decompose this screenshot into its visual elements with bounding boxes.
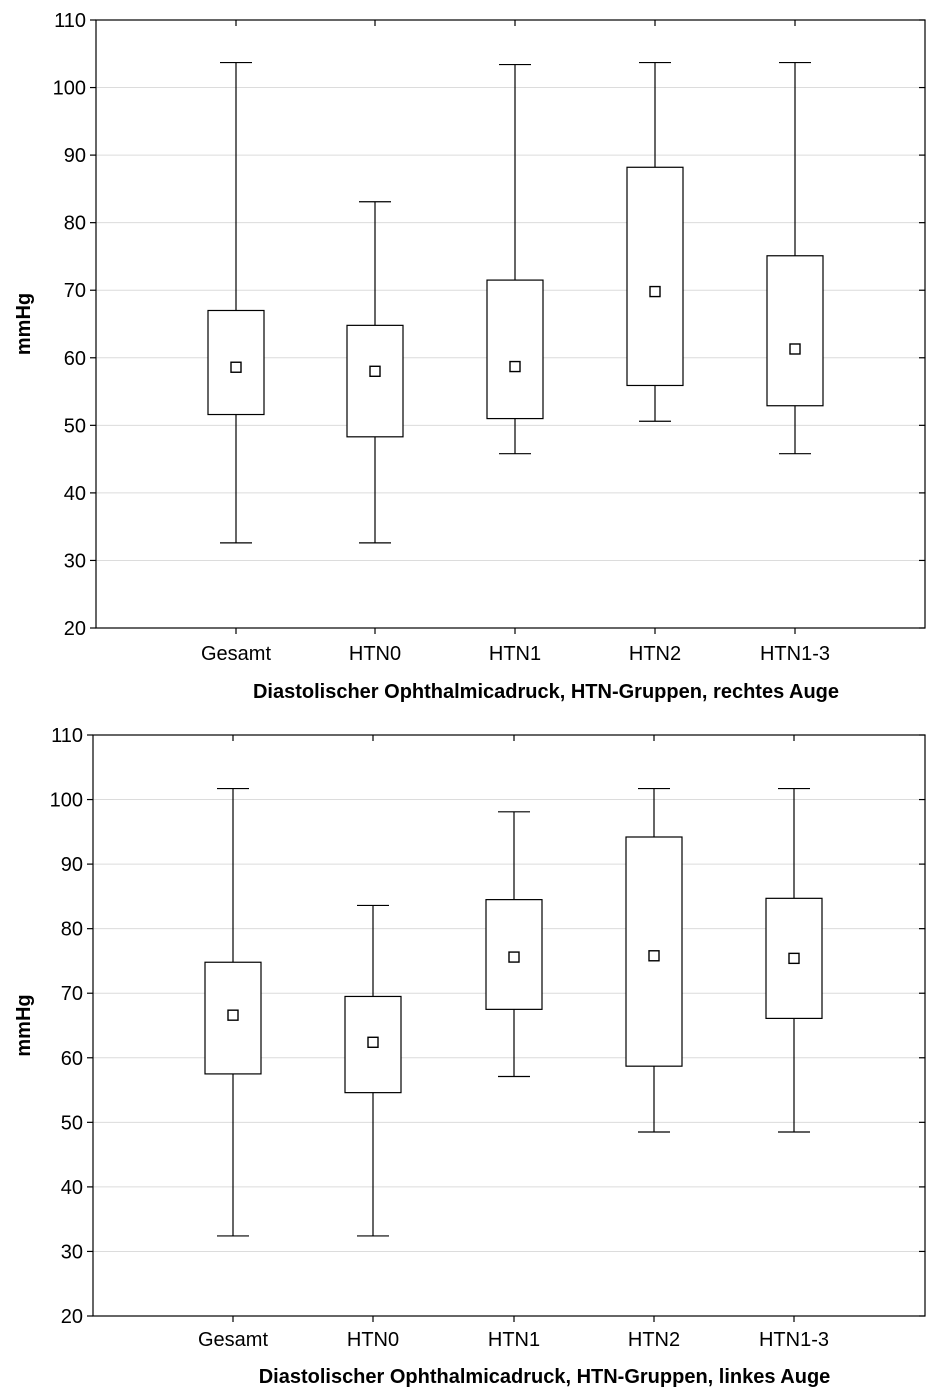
y-tick-label: 40 (64, 483, 86, 505)
median-marker (649, 285, 661, 298)
box-iqr (626, 166, 684, 387)
y-tick-label: 30 (61, 1241, 83, 1263)
median-marker (369, 365, 381, 377)
median-marker (227, 1009, 239, 1021)
x-category-label: HTN1-3 (759, 1329, 829, 1351)
y-axis-title: mmHg (13, 994, 35, 1056)
box-iqr (486, 279, 544, 420)
plot-frame (92, 734, 926, 1317)
median-marker (230, 361, 242, 373)
y-tick-label: 30 (64, 550, 86, 572)
x-axis-title: Diastolischer Ophthalmicadruck, HTN-Grup… (259, 1366, 831, 1388)
median-marker (509, 360, 521, 373)
y-tick-label: 50 (61, 1112, 83, 1134)
y-tick-label: 70 (64, 280, 86, 302)
x-axis-title: Diastolischer Ophthalmicadruck, HTN-Grup… (253, 681, 839, 703)
median-marker (508, 951, 520, 963)
x-category-label: Gesamt (201, 643, 271, 665)
median-marker (789, 343, 801, 355)
y-axis-title: mmHg (13, 293, 35, 355)
y-tick-label: 20 (61, 1306, 83, 1328)
y-tick-label: 100 (50, 790, 83, 812)
x-category-label: HTN2 (629, 643, 681, 665)
y-tick-label: 20 (64, 618, 86, 640)
box-iqr (766, 255, 824, 407)
y-tick-label: 100 (53, 78, 86, 100)
plot-frame (95, 19, 926, 629)
x-category-label: HTN0 (349, 643, 401, 665)
x-category-label: HTN2 (628, 1329, 680, 1351)
x-category-label: HTN1 (488, 1329, 540, 1351)
median-marker (367, 1036, 379, 1048)
median-marker (648, 950, 660, 962)
y-tick-label: 50 (64, 415, 86, 437)
y-tick-label: 90 (64, 145, 86, 167)
median-marker (788, 952, 800, 965)
y-tick-label: 70 (61, 983, 83, 1005)
y-tick-label: 80 (61, 919, 83, 941)
y-tick-label: 60 (64, 348, 86, 370)
x-category-label: HTN0 (347, 1329, 399, 1351)
x-category-label: Gesamt (198, 1329, 268, 1351)
y-tick-label: 110 (51, 725, 83, 747)
y-tick-label: 60 (61, 1048, 83, 1070)
x-category-label: HTN1 (489, 643, 541, 665)
x-category-label: HTN1-3 (760, 643, 830, 665)
box-iqr (346, 324, 404, 438)
y-tick-label: 90 (61, 854, 83, 876)
y-tick-label: 40 (61, 1177, 83, 1199)
y-tick-label: 80 (64, 213, 86, 235)
y-tick-label: 110 (54, 10, 86, 32)
